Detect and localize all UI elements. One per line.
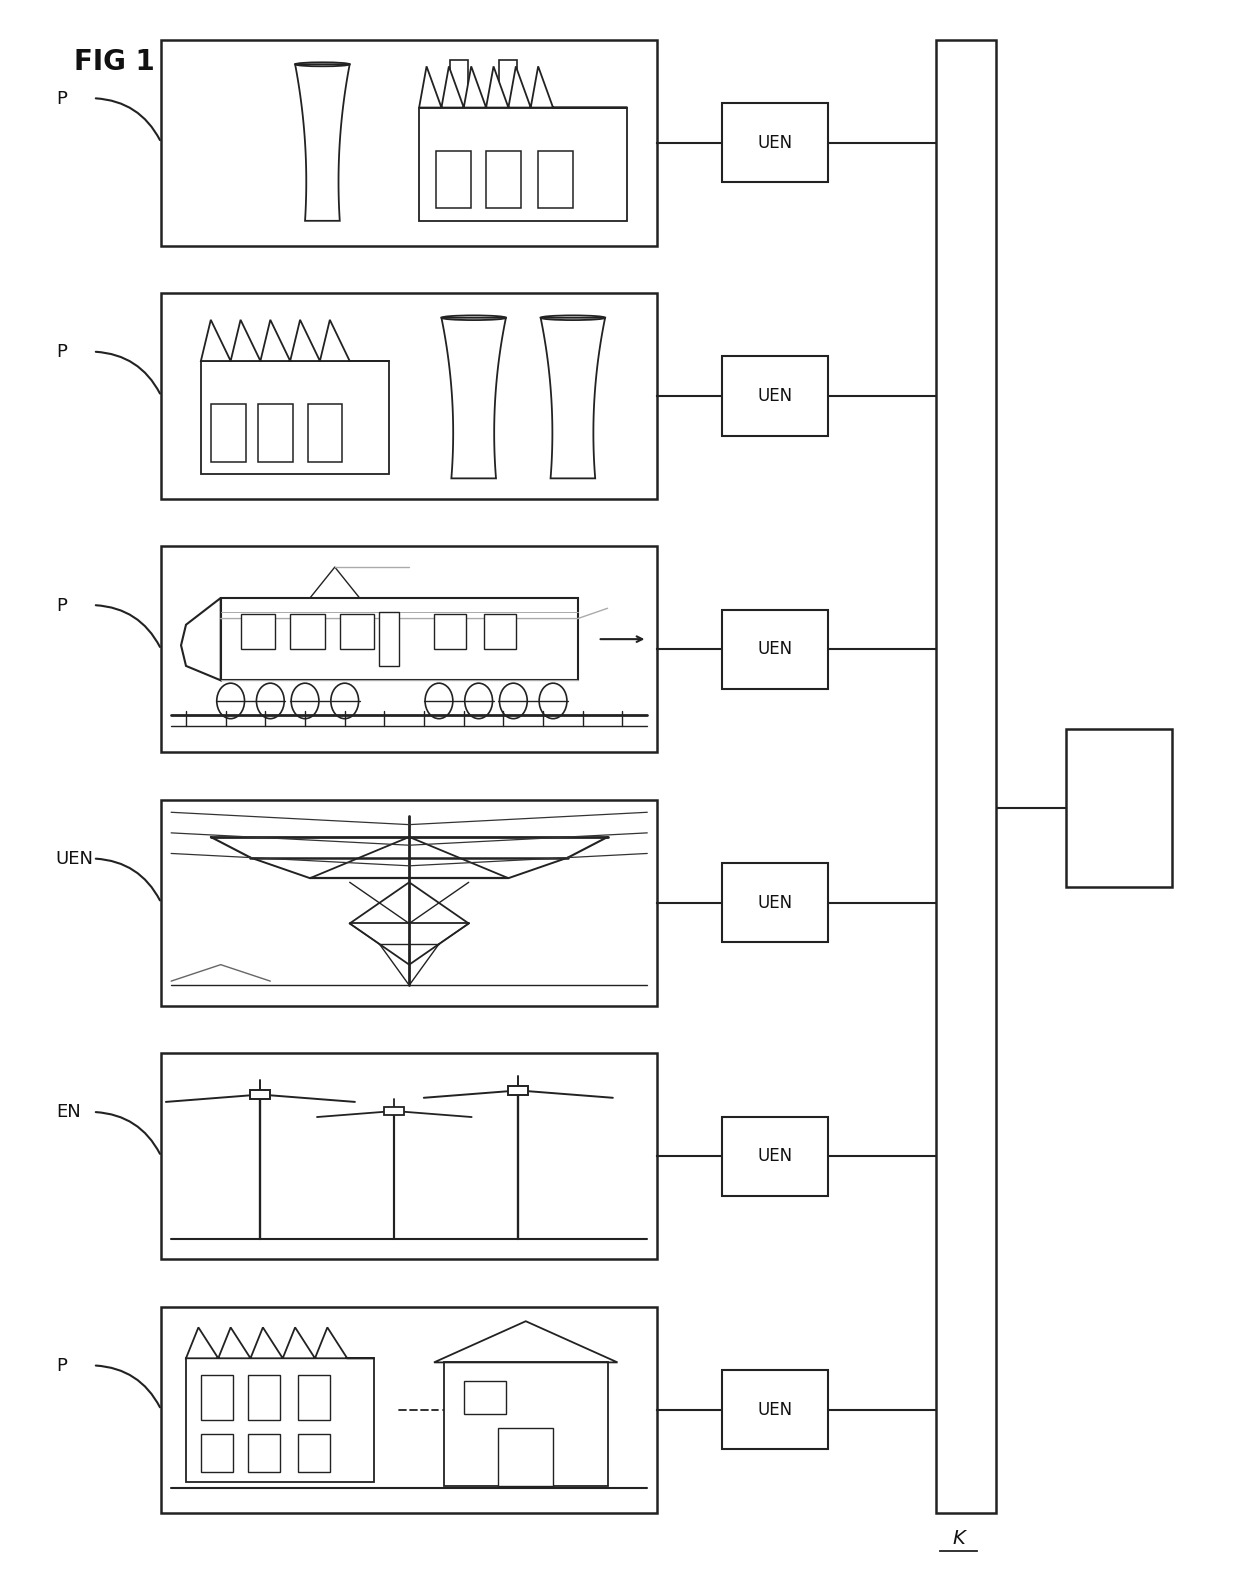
Text: UEN: UEN	[758, 386, 792, 406]
Bar	[436, 150, 471, 209]
Text: P: P	[56, 1357, 67, 1375]
Bar	[444, 1362, 608, 1486]
Text: UEN: UEN	[758, 1147, 792, 1166]
Bar	[201, 361, 389, 474]
Bar	[419, 108, 627, 220]
Text: UEN: UEN	[758, 1400, 792, 1419]
Text: UEN: UEN	[758, 640, 792, 659]
Bar	[722, 610, 828, 689]
Bar	[722, 1370, 828, 1449]
Bar	[538, 150, 573, 209]
Polygon shape	[419, 67, 627, 108]
Bar	[379, 613, 399, 665]
Bar	[1066, 729, 1172, 887]
Bar	[498, 1429, 553, 1486]
Bar	[201, 1435, 233, 1472]
Polygon shape	[181, 597, 221, 681]
Text: FIG 1: FIG 1	[74, 48, 155, 76]
Bar	[161, 546, 657, 752]
Bar	[250, 1090, 270, 1099]
Text: EN: EN	[56, 1104, 81, 1121]
Bar	[308, 404, 342, 463]
Bar	[161, 1053, 657, 1259]
Bar	[290, 615, 325, 649]
Bar	[464, 1381, 506, 1415]
Bar	[340, 615, 374, 649]
Bar	[722, 1117, 828, 1196]
Bar	[161, 1307, 657, 1513]
Text: P: P	[56, 597, 67, 615]
Bar	[248, 1435, 280, 1472]
Polygon shape	[201, 320, 389, 361]
Polygon shape	[186, 1327, 374, 1357]
Bar	[434, 615, 466, 649]
Bar	[248, 1375, 280, 1419]
Text: UEN: UEN	[758, 893, 792, 912]
Bar	[722, 356, 828, 436]
Text: P: P	[56, 90, 67, 108]
Bar	[186, 1357, 374, 1483]
Bar	[241, 615, 275, 649]
Bar	[936, 40, 996, 1513]
Bar	[722, 103, 828, 182]
Text: P: P	[56, 344, 67, 361]
Bar	[161, 293, 657, 499]
Text: UEN: UEN	[56, 851, 94, 868]
Bar	[484, 615, 516, 649]
Bar	[298, 1375, 330, 1419]
Bar	[486, 150, 521, 209]
Bar	[161, 40, 657, 246]
Bar	[161, 800, 657, 1006]
Bar	[500, 60, 517, 184]
Bar	[508, 1087, 528, 1095]
Bar	[201, 1375, 233, 1419]
Bar	[450, 60, 467, 184]
Bar	[221, 597, 578, 681]
Text: UEN: UEN	[758, 133, 792, 152]
Bar	[298, 1435, 330, 1472]
Text: K: K	[952, 1529, 965, 1548]
Bar	[722, 863, 828, 942]
Bar	[258, 404, 293, 463]
Bar	[211, 404, 246, 463]
Bar	[384, 1107, 404, 1115]
